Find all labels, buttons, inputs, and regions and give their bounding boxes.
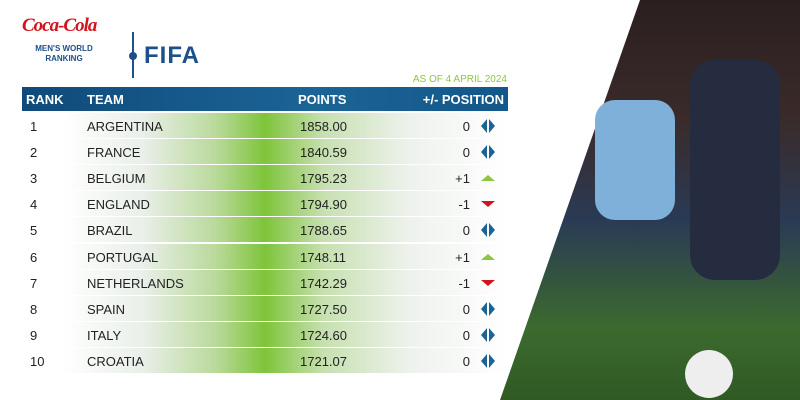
header-position: +/- POSITION [422,92,504,107]
no-change-icon [481,145,495,160]
position-change: 0 [462,145,470,161]
team-name: FRANCE [87,145,141,161]
points: 1742.29 [300,275,347,291]
team-name: BELGIUM [87,171,146,187]
as-of-date: AS OF 4 APRIL 2024 [412,74,507,85]
position-change: 0 [462,119,470,134]
table-row: 5 BRAZIL 1788.65 0 [22,217,508,244]
coca-cola-wordmark: Coca-Cola [22,15,97,36]
table-row: 1 ARGENTINA 1858.00 0 [22,113,508,139]
rank: 4 [30,197,38,213]
points: 1721.07 [300,353,347,369]
points: 1727.50 [300,301,347,317]
header-rank: RANK [26,92,64,107]
rank: 2 [30,145,38,161]
table-row: 3 BELGIUM 1795.23 +1 [22,165,508,192]
position-change: +1 [455,249,470,265]
team-name: ARGENTINA [87,119,163,134]
points: 1788.65 [300,223,347,239]
table-row: 10 CROATIA 1721.07 0 [22,347,508,374]
rank: 3 [30,171,38,187]
subtitle-line1: MEN'S WORLD [35,44,93,53]
no-change-icon [481,327,495,342]
table-row: 4 ENGLAND 1794.90 -1 [22,191,508,218]
table-row: 2 FRANCE 1840.59 0 [22,139,508,166]
rank: 10 [30,353,45,369]
team-name: PORTUGAL [87,249,159,265]
points: 1858.00 [300,119,347,134]
header-team: TEAM [87,92,124,107]
header-points: POINTS [298,92,347,107]
up-arrow-icon [481,253,495,260]
position-change: 0 [462,353,470,369]
no-change-icon [481,119,495,133]
table-header: RANK TEAM POINTS +/- POSITION [22,87,508,111]
rank: 6 [30,249,38,265]
rank: 7 [30,275,38,291]
points: 1795.23 [300,171,347,187]
team-name: NETHERLANDS [87,275,184,291]
subtitle-line2: RANKING [45,54,83,63]
no-change-icon [481,301,495,316]
position-change: 0 [462,301,470,317]
coca-cola-fifa-logo: Coca-Cola MEN'S WORLD RANKING FIFA [22,14,199,78]
table-row: 6 PORTUGAL 1748.11 +1 [22,243,508,270]
table-row: 8 SPAIN 1727.50 0 [22,295,508,322]
logo-dot [129,52,137,60]
points: 1748.11 [300,249,347,265]
rank: 5 [30,223,38,239]
down-arrow-icon [481,279,495,286]
rank: 9 [30,327,38,343]
points: 1840.59 [300,145,347,161]
up-arrow-icon [481,175,495,182]
team-name: ITALY [87,327,122,343]
down-arrow-icon [481,201,495,208]
player-england [690,60,780,280]
team-name: BRAZIL [87,223,133,239]
points: 1794.90 [300,197,347,213]
position-change: 0 [462,223,470,239]
position-change: -1 [458,197,470,213]
team-name: CROATIA [87,353,144,369]
fifa-wordmark: FIFA [144,42,200,69]
rank: 8 [30,301,38,317]
position-change: +1 [455,171,470,187]
football [685,350,733,398]
points: 1724.60 [300,327,347,343]
rank: 1 [30,119,38,134]
position-change: -1 [458,275,470,291]
position-change: 0 [462,327,470,343]
no-change-icon [481,353,495,368]
no-change-icon [481,223,495,238]
ranking-subtitle: MEN'S WORLD RANKING [26,44,102,64]
table-row: 7 NETHERLANDS 1742.29 -1 [22,269,508,296]
team-name: SPAIN [87,301,126,317]
player-belgium [595,100,675,220]
table-row: 9 ITALY 1724.60 0 [22,321,508,348]
team-name: ENGLAND [87,197,150,213]
